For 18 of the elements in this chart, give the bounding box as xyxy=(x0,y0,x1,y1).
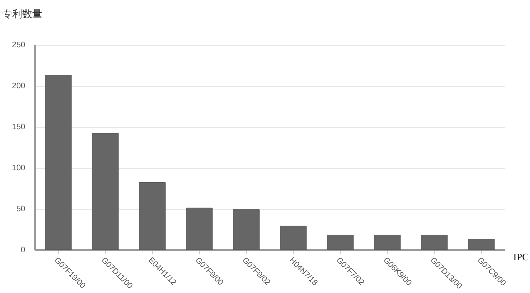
y-axis-title: 专利数量 xyxy=(2,8,42,20)
y-tick-label: 0 xyxy=(21,246,26,254)
bar xyxy=(186,208,213,250)
y-tick-label: 200 xyxy=(12,82,26,90)
y-tick-label: 100 xyxy=(12,164,26,172)
bar xyxy=(421,234,448,250)
y-tick-label: 50 xyxy=(16,204,26,214)
bar xyxy=(139,182,166,250)
bar xyxy=(327,234,354,250)
bar xyxy=(280,226,307,250)
bar xyxy=(233,210,260,250)
x-axis-title: IPC xyxy=(514,252,530,264)
bar xyxy=(374,234,401,250)
bar xyxy=(92,133,119,250)
y-tick-label: 150 xyxy=(12,122,26,132)
bar xyxy=(468,239,495,250)
y-tick-label: 250 xyxy=(12,40,26,50)
bar xyxy=(45,75,72,250)
